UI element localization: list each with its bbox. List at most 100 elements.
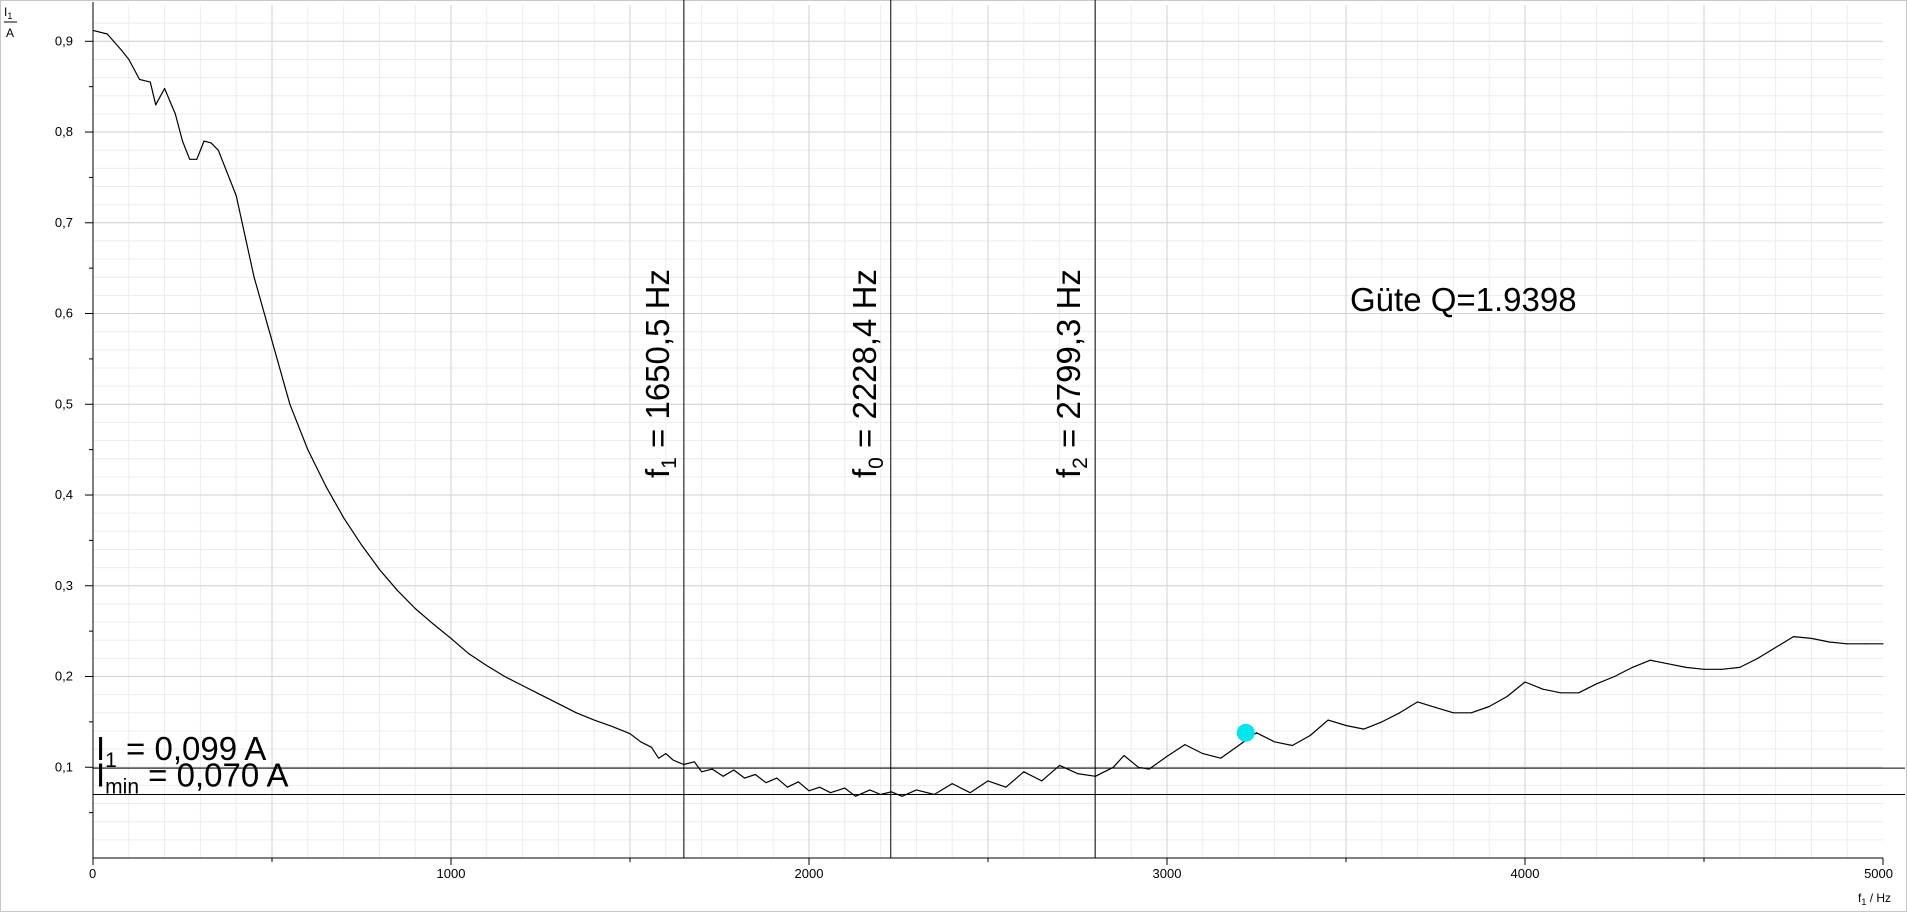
data-point	[969, 792, 971, 794]
data-point	[182, 140, 183, 142]
data-point	[1810, 637, 1812, 639]
data-point	[1452, 712, 1454, 714]
data-point	[711, 768, 713, 770]
data-point	[1202, 753, 1204, 755]
data-point	[1470, 712, 1472, 714]
data-point	[1309, 734, 1311, 736]
annotation-labels: f1 = 1650,5 Hz f0 = 2228,4 Hz f2 = 2799,3 …	[96, 269, 1577, 798]
y-tick-label: 0,9	[55, 33, 73, 48]
y-tick-label: 0,8	[55, 124, 73, 139]
data-point	[1435, 706, 1436, 708]
data-point	[1757, 657, 1759, 659]
data-point	[1667, 663, 1669, 665]
data-point	[307, 449, 309, 451]
reference-lines	[93, 0, 1905, 858]
data-point	[174, 113, 176, 115]
data-point	[1381, 721, 1383, 723]
data-point	[1417, 701, 1419, 703]
data-point	[593, 719, 595, 721]
data-point	[869, 789, 871, 791]
data-point	[1291, 744, 1293, 746]
data-point	[504, 676, 506, 678]
x-axis-label: f1 / Hz	[1858, 891, 1891, 907]
data-point	[808, 790, 810, 792]
data-point	[1542, 688, 1544, 690]
x-tick-label: 2000	[795, 866, 824, 881]
data-point	[540, 694, 541, 696]
data-point	[1882, 643, 1884, 645]
tick-labels: 0,1 0,2 0,3 0,4 0,5 0,6 0,7 0,8 0,9 0 1000 2000 3000…	[55, 33, 1893, 881]
data-point	[575, 712, 577, 714]
data-point	[1560, 692, 1562, 694]
data-point	[1578, 692, 1580, 694]
y-tick-label: 0,5	[55, 396, 73, 411]
data-point	[1739, 666, 1741, 668]
data-point	[210, 142, 212, 144]
data-point	[1631, 666, 1633, 668]
data-point	[1506, 695, 1508, 697]
data-point	[106, 33, 108, 35]
data-point	[343, 517, 345, 519]
data-point	[203, 140, 205, 142]
data-point	[1703, 668, 1705, 670]
data-point	[1184, 744, 1186, 746]
data-point	[915, 789, 917, 791]
data-point	[164, 87, 166, 89]
data-point	[733, 769, 735, 771]
data-point	[611, 725, 613, 727]
data-point	[1023, 771, 1025, 773]
data-point	[1649, 659, 1651, 661]
y-tick-label: 0,1	[55, 759, 73, 774]
data-point	[890, 791, 892, 793]
data-point	[522, 685, 524, 687]
data-point	[149, 81, 151, 83]
data-point	[557, 703, 559, 705]
data-point	[196, 158, 198, 160]
data-point	[650, 746, 652, 748]
data-point	[1363, 728, 1365, 730]
data-point	[486, 665, 488, 667]
data-point	[1112, 766, 1114, 768]
x-tick-label: 5000	[1864, 866, 1893, 881]
data-point	[1596, 683, 1598, 685]
major-grid	[93, 5, 1883, 858]
data-point	[189, 158, 191, 160]
data-point	[1256, 732, 1257, 734]
data-point	[1005, 786, 1007, 788]
y-tick-label: 0,7	[55, 215, 73, 230]
y-tick-label: 0,4	[55, 487, 73, 502]
data-point	[658, 757, 660, 759]
data-point	[128, 58, 130, 60]
vline-label-f2: f2 = 2799,3 Hz	[1050, 269, 1092, 478]
data-point	[139, 78, 141, 80]
data-point	[1793, 636, 1794, 638]
data-point	[797, 781, 799, 783]
data-point	[665, 753, 667, 755]
series-line-0	[92, 29, 1883, 797]
data-point	[1345, 725, 1347, 727]
data-point	[396, 589, 398, 591]
data-point	[1220, 757, 1222, 759]
data-point	[672, 759, 674, 761]
data-point	[1846, 643, 1848, 645]
hline-label-I1: I1 = 0,099 A	[96, 730, 266, 772]
data-point	[1864, 643, 1866, 645]
tick-marks	[85, 40, 1884, 865]
data-point	[361, 544, 362, 546]
vline-label-f1: f1 = 1650,5 Hz	[639, 269, 681, 478]
data-series	[92, 29, 1884, 797]
data-point	[1123, 754, 1125, 756]
data-point	[414, 607, 416, 609]
data-point	[1828, 641, 1830, 643]
data-point	[987, 780, 989, 782]
data-point	[217, 149, 219, 151]
data-point	[951, 783, 953, 785]
data-point	[1041, 780, 1043, 782]
data-point	[1077, 773, 1078, 775]
data-point	[1685, 666, 1687, 668]
data-point	[640, 741, 642, 743]
data-point	[754, 774, 756, 776]
data-point	[744, 777, 746, 779]
